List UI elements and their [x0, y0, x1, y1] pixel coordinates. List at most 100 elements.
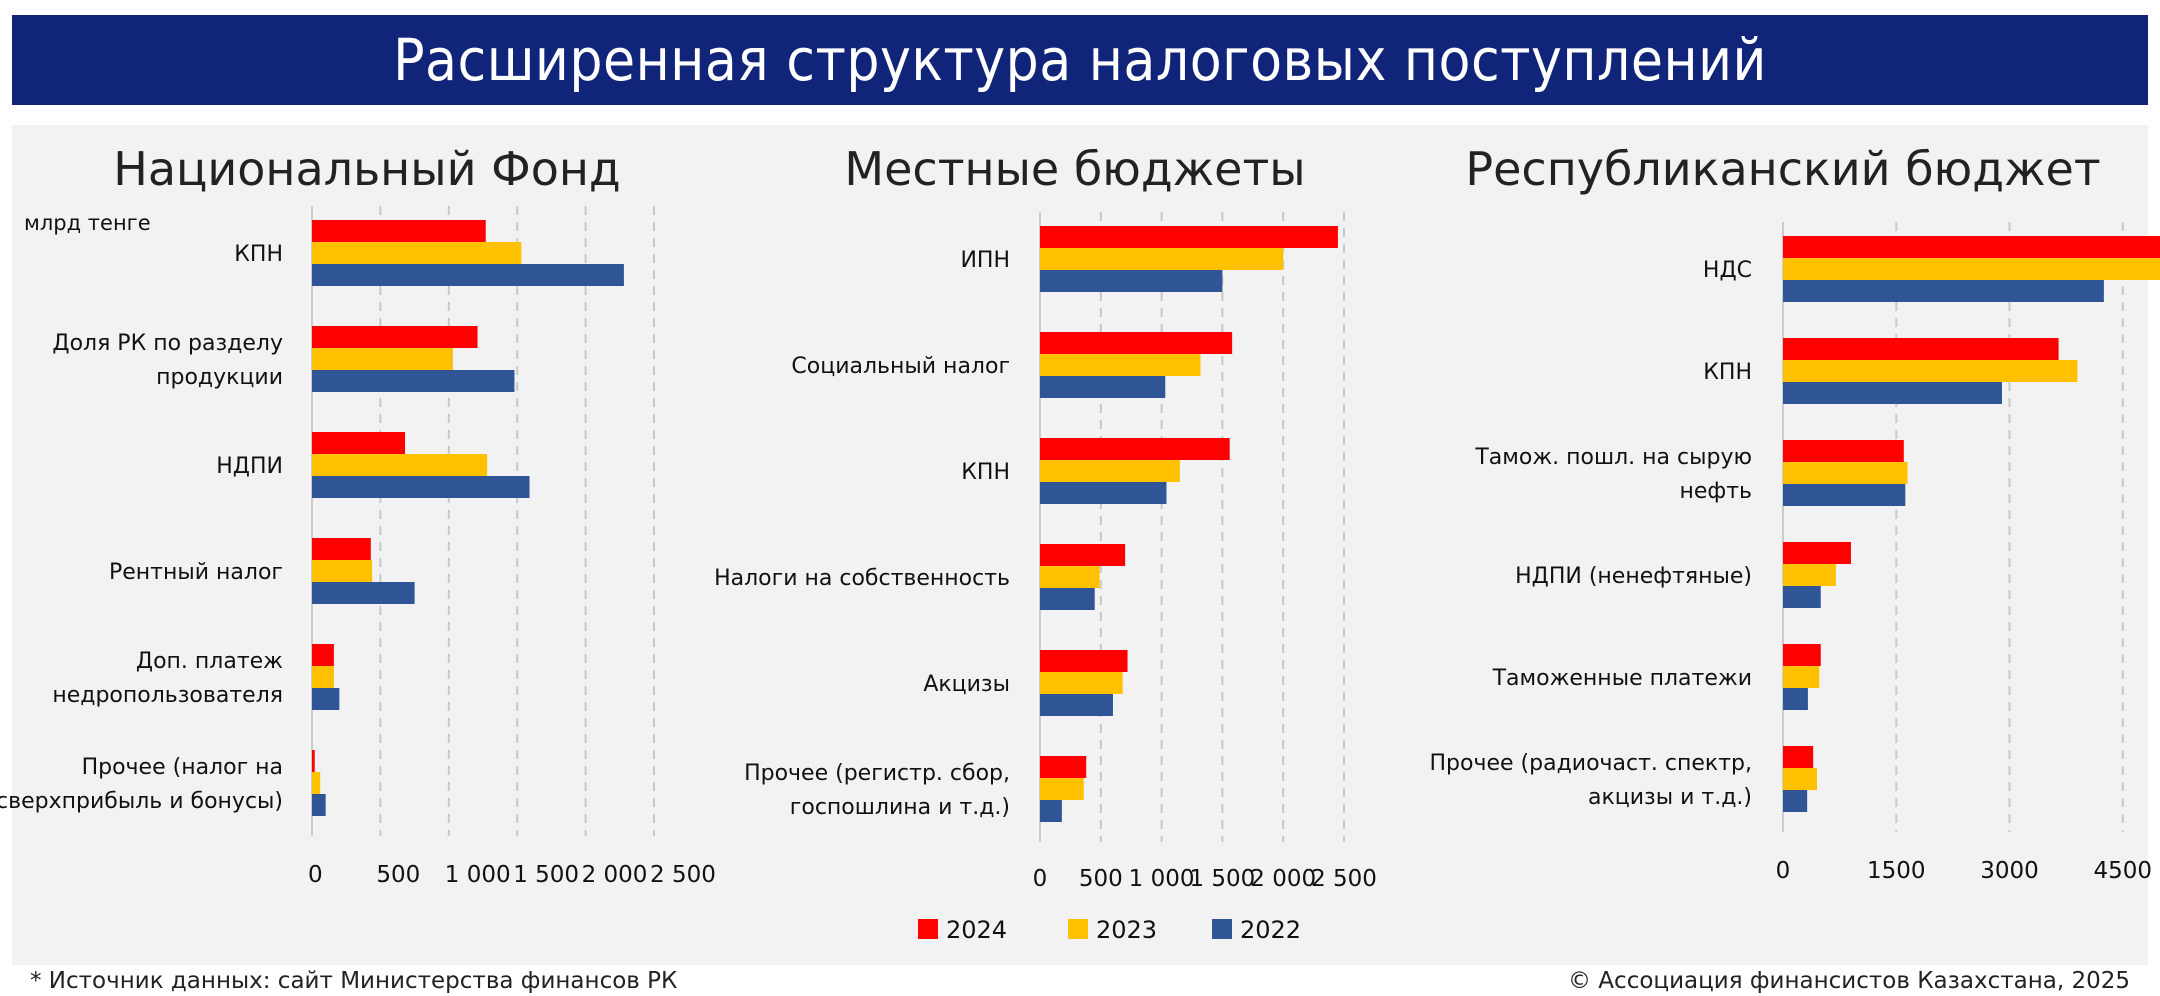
chart-title: Республиканский бюджет — [1465, 142, 2100, 196]
bar-2024 — [1040, 650, 1128, 672]
category-label: Тамож. пошл. на сырую нефть — [1474, 445, 1752, 504]
tick-label: 2 500 — [1311, 866, 1377, 892]
bar-2022 — [312, 370, 515, 392]
bar-2024 — [1783, 644, 1821, 666]
title-banner: Расширенная структура налоговых поступле… — [12, 15, 2148, 105]
category-label: Прочее (радиочаст. спектр, акцизы и т.д.) — [1430, 751, 1752, 810]
bar-2022 — [1783, 280, 2104, 302]
tick-label: 1 000 — [445, 862, 511, 888]
bar-2024 — [1783, 542, 1851, 564]
bar-2023 — [1040, 566, 1100, 588]
category-label: Доп. платеж недропользователя — [52, 649, 283, 708]
bar-2023 — [1783, 564, 1836, 586]
legend-swatch — [1068, 919, 1088, 939]
category-label: НДПИ (ненефтяные) — [1515, 564, 1752, 589]
bar-2023 — [312, 348, 453, 370]
bar-2023 — [1040, 460, 1180, 482]
bar-2024 — [1783, 746, 1814, 768]
chart-1: Национальный Фонд млрд тенге КПН Доля РК по… — [0, 142, 716, 888]
bar-2024 — [1783, 440, 1904, 462]
legend-item-2024: 2024 — [918, 916, 1007, 944]
category-label: Доля РК по разделу продукции — [52, 331, 283, 390]
bar-2022 — [312, 582, 415, 604]
tick-label: 0 — [308, 862, 323, 888]
bar-2022 — [1783, 382, 2002, 404]
copyright-note: © Ассоциация финансистов Казахстана, 202… — [1568, 968, 2130, 994]
bar-2023 — [312, 454, 488, 476]
tick-label: 1 500 — [1189, 866, 1255, 892]
bar-2022 — [1783, 790, 1808, 812]
tick-label: 3000 — [1980, 858, 2039, 884]
bar-2022 — [1040, 694, 1113, 716]
bar-2022 — [1040, 376, 1166, 398]
category-label: Прочее (регистр. сбор, госпошлина и т.д.) — [744, 761, 1010, 820]
bar-2022 — [1040, 270, 1223, 292]
bar-2022 — [1040, 588, 1095, 610]
legend-swatch — [918, 919, 938, 939]
bar-2024 — [1040, 332, 1233, 354]
bar-2023 — [1783, 258, 2160, 280]
category-label: Рентный налог — [109, 560, 283, 585]
bar-2023 — [312, 666, 334, 688]
bar-2024 — [1040, 226, 1338, 248]
bar-2023 — [1040, 672, 1123, 694]
legend-label: 2022 — [1240, 916, 1301, 944]
bar-2023 — [312, 560, 373, 582]
tick-label: 0 — [1776, 858, 1791, 884]
bar-2024 — [1783, 338, 2059, 360]
category-label: КПН — [961, 460, 1010, 485]
category-label: ИПН — [960, 248, 1010, 273]
bar-2024 — [1040, 544, 1126, 566]
legend-swatch — [1212, 919, 1232, 939]
bar-2023 — [1783, 768, 1817, 790]
tick-label: 2 000 — [1250, 866, 1316, 892]
bar-2024 — [1783, 236, 2160, 258]
bar-2024 — [312, 326, 478, 348]
bar-2024 — [312, 220, 486, 242]
category-label: Таможенные платежи — [1492, 666, 1752, 691]
bar-2022 — [1783, 484, 1906, 506]
bar-2024 — [312, 644, 334, 666]
legend-label: 2023 — [1096, 916, 1157, 944]
bar-2022 — [1040, 482, 1167, 504]
tick-label: 2 500 — [650, 862, 716, 888]
category-label: НДС — [1703, 258, 1752, 283]
bar-2022 — [1783, 586, 1821, 608]
tick-label: 1500 — [1867, 858, 1926, 884]
tick-label: 1 500 — [513, 862, 579, 888]
bar-2023 — [312, 772, 321, 794]
bar-2023 — [1040, 354, 1201, 376]
bar-2024 — [312, 538, 371, 560]
tick-label: 500 — [1079, 866, 1123, 892]
category-label: Акцизы — [923, 672, 1010, 697]
category-label: Налоги на собственность — [714, 566, 1010, 591]
category-label: Социальный налог — [791, 354, 1010, 379]
source-note: * Источник данных: сайт Министерства фин… — [30, 968, 678, 994]
category-label: НДПИ — [216, 454, 283, 479]
bar-2024 — [1040, 756, 1087, 778]
bar-2022 — [312, 794, 326, 816]
category-label: КПН — [1703, 360, 1752, 385]
bar-2024 — [1040, 438, 1230, 460]
bar-2022 — [312, 688, 340, 710]
chart-2: Местные бюджеты ИПН Социальный налог КПН Нал… — [714, 142, 1377, 892]
category-label: Прочее (налог на сверхприбыль и бонусы) — [0, 755, 283, 814]
legend-label: 2024 — [946, 916, 1007, 944]
bar-2024 — [312, 432, 406, 454]
bar-2023 — [1783, 360, 2078, 382]
chart-3: Республиканский бюджет НДС КПН Тамож. пошл.… — [1430, 142, 2160, 884]
unit-label: млрд тенге — [24, 211, 151, 235]
page-title: Расширенная структура налоговых поступле… — [393, 26, 1767, 94]
bar-2023 — [1040, 778, 1084, 800]
legend: 2024 2023 2022 — [918, 916, 1301, 944]
bar-2022 — [312, 264, 624, 286]
bar-2023 — [312, 242, 522, 264]
chart-title: Национальный Фонд — [113, 142, 620, 196]
category-label: КПН — [234, 242, 283, 267]
tick-label: 1 000 — [1129, 866, 1195, 892]
bar-2023 — [1783, 666, 1820, 688]
chart-title: Местные бюджеты — [844, 142, 1305, 196]
bar-2022 — [1783, 688, 1808, 710]
legend-item-2023: 2023 — [1068, 916, 1157, 944]
